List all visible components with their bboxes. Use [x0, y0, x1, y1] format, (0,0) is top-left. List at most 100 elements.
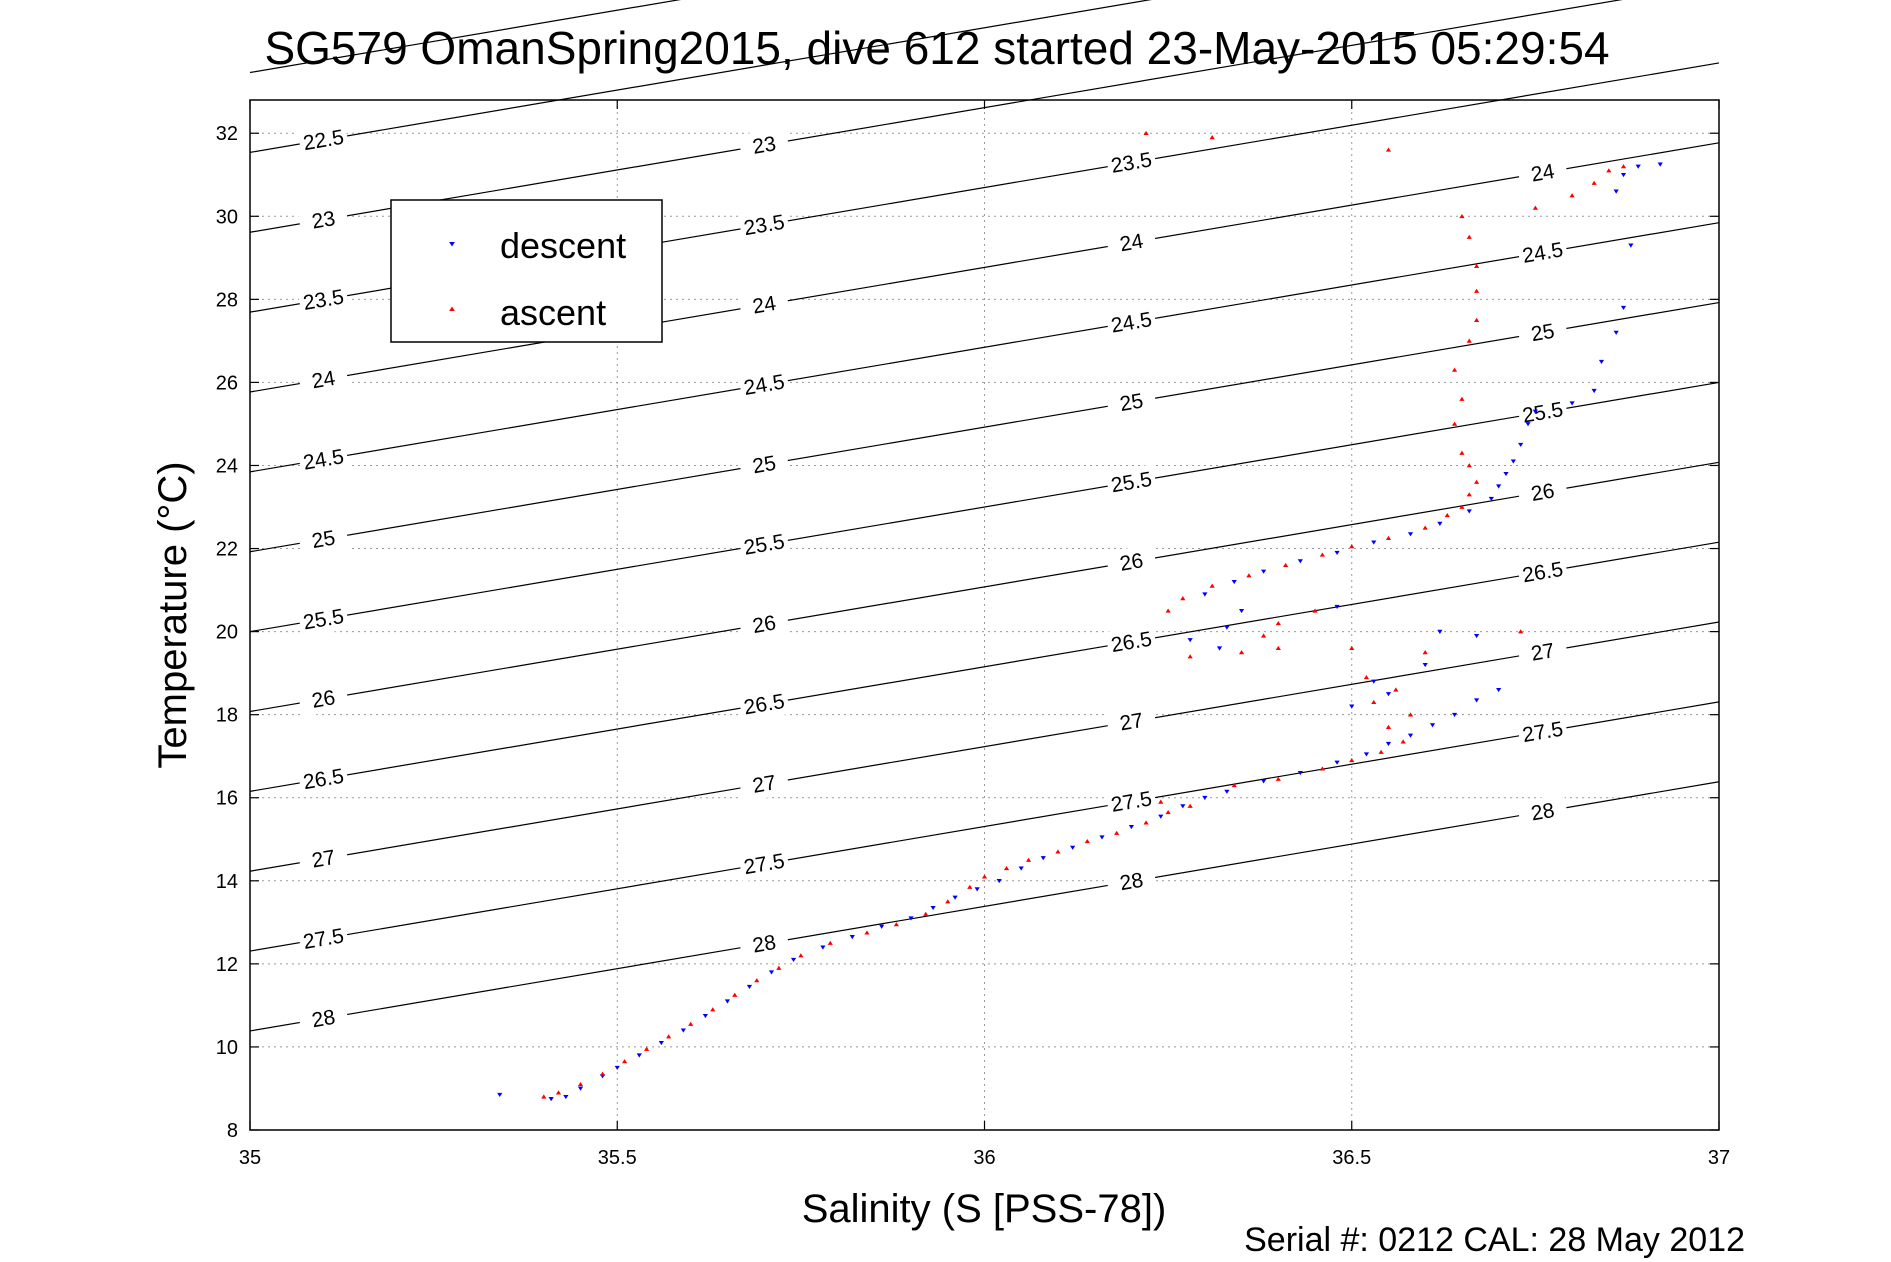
ascent-point — [1231, 782, 1237, 788]
ascent-point — [1143, 130, 1149, 136]
contour-label-group: 25.5 — [738, 526, 791, 563]
contour-label-group: 23.5 — [1105, 144, 1158, 181]
density-contour-line — [249, 142, 1720, 393]
contour-label: 28 — [751, 931, 778, 958]
legend-marker-shape — [449, 242, 455, 247]
descent-point — [1532, 409, 1538, 414]
ascent-point — [1532, 205, 1538, 210]
contour-label-bg — [1105, 304, 1158, 341]
descent-point — [658, 1040, 664, 1046]
ascent-point — [1084, 839, 1090, 844]
contour-label-bg — [1516, 634, 1569, 670]
ascent-point — [1003, 866, 1010, 871]
contour-label-bg — [1105, 384, 1158, 421]
ascent-point — [864, 930, 870, 935]
descent-point — [577, 1086, 584, 1091]
contour-label-group: 25 — [1516, 314, 1569, 351]
contour-label-bg — [1105, 783, 1158, 820]
contour-label-bg — [738, 127, 791, 163]
ascent-point — [1569, 193, 1575, 198]
descent-point — [1018, 866, 1024, 871]
contour-label: 27 — [751, 771, 778, 798]
contour-label-bg — [297, 361, 350, 398]
descent-point — [497, 1092, 503, 1098]
contour-label-bg — [1516, 234, 1569, 271]
ascent-point — [1466, 338, 1472, 343]
descent-point — [1158, 814, 1164, 819]
descent-point — [820, 945, 826, 950]
contour-label-group: 24.5 — [1516, 234, 1569, 271]
ascent-point — [1444, 512, 1450, 518]
ascent-point — [621, 1059, 628, 1064]
ascent-point — [967, 884, 973, 889]
contour-label-group: 25.5 — [1105, 464, 1158, 500]
contour-label-group: 23 — [738, 127, 791, 163]
contour-label-group: 27 — [738, 766, 791, 802]
y-tick-label: 28 — [216, 289, 238, 311]
contour-label-group: 26 — [297, 681, 350, 717]
descent-point — [702, 1013, 708, 1019]
contour-label-bg — [297, 201, 350, 238]
ascent-point — [1209, 583, 1215, 588]
contour-label-group: 26.5 — [1105, 624, 1158, 660]
y-tick-label: 16 — [216, 788, 238, 810]
descent-point — [1216, 646, 1223, 651]
contour-label-group: 24.5 — [1105, 304, 1158, 341]
contour-label: 25 — [751, 452, 778, 479]
ascent-point — [577, 1081, 584, 1087]
descent-point — [790, 957, 797, 963]
contour-label-bg — [1105, 144, 1158, 181]
x-tick-label: 36 — [973, 1147, 995, 1169]
contour-label-group: 27 — [1516, 634, 1569, 670]
contour-label-group: 23 — [297, 201, 350, 238]
descent-point — [1261, 569, 1267, 574]
descent-point — [1407, 532, 1414, 537]
descent-point — [1620, 172, 1627, 178]
contour-label-bg — [1105, 544, 1158, 580]
contour-label: 24 — [751, 292, 778, 319]
descent-point — [1591, 388, 1597, 394]
contour-label-bg — [1516, 314, 1569, 351]
descent-point — [879, 924, 885, 929]
ascent-point — [1025, 857, 1032, 862]
contour-label-group: 28 — [1105, 863, 1158, 900]
x-axis-label: Salinity (S [PSS-78]) — [802, 1187, 1167, 1231]
ascent-point — [1400, 739, 1406, 744]
descent-point — [930, 905, 936, 911]
density-contour-line — [249, 222, 1720, 473]
contour-label-bg — [297, 601, 350, 637]
descent-point — [1334, 550, 1340, 556]
contour-label: 24 — [1118, 230, 1145, 257]
descent-point — [1261, 779, 1267, 784]
contour-label-group: 24.5 — [738, 366, 791, 403]
contour-label-bg — [738, 606, 791, 643]
contour-label: 26 — [751, 611, 778, 638]
serial-cal-note: Serial #: 0212 CAL: 28 May 2012 — [1244, 1221, 1745, 1259]
descent-point — [952, 895, 958, 900]
y-tick-label: 30 — [216, 206, 238, 228]
ascent-point — [1422, 650, 1428, 655]
ascent-point — [1466, 492, 1472, 497]
descent-point — [1202, 795, 1208, 801]
x-tick-label: 35 — [239, 1147, 261, 1169]
contour-label-group: 26 — [1516, 474, 1569, 511]
density-contour-line — [249, 701, 1720, 952]
y-tick-label: 18 — [216, 705, 238, 727]
ascent-point — [827, 940, 833, 945]
ascent-point — [1319, 552, 1325, 557]
contour-label-bg — [297, 1000, 350, 1037]
descent-point — [1297, 559, 1303, 564]
contour-label-group: 27.5 — [1516, 713, 1569, 750]
ascent-point — [1459, 213, 1465, 219]
contour-label-group: 28 — [1516, 793, 1569, 830]
density-contour-line — [249, 781, 1720, 1032]
contour-label-bg — [1516, 713, 1569, 750]
contour-label: 27 — [1529, 639, 1556, 666]
contour-label: 25 — [1118, 389, 1145, 416]
descent-point — [746, 984, 753, 990]
ascent-point — [1114, 830, 1120, 835]
contour-label-bg — [738, 925, 791, 962]
contour-label-bg — [738, 766, 791, 802]
ascent-point — [923, 911, 929, 916]
contour-label-bg — [738, 526, 791, 563]
